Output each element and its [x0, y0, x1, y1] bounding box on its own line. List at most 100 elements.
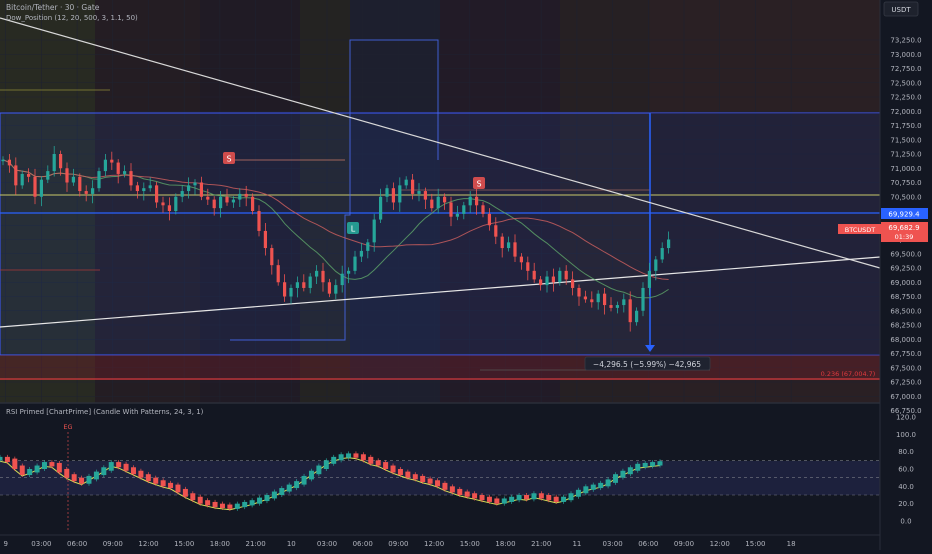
rsi-candle-body	[575, 489, 581, 497]
time-tick-label: 09:00	[674, 540, 694, 548]
rsi-tick-label: 100.0	[896, 431, 916, 439]
price-tick-label: 69,250.0	[890, 265, 921, 273]
rsi-candle-body	[12, 458, 18, 469]
time-tick-label: 15:00	[745, 540, 765, 548]
candle-body	[39, 179, 43, 197]
time-tick-label: 9	[3, 540, 7, 548]
time-tick-label: 12:00	[710, 540, 730, 548]
rsi-candle-body	[19, 465, 25, 476]
long-marker[interactable]: L	[347, 222, 359, 234]
candle-body	[65, 168, 69, 183]
candle-body	[647, 270, 651, 288]
range-box[interactable]	[0, 112, 881, 356]
rsi-candle-body	[168, 482, 174, 489]
symbol-title[interactable]: Bitcoin/Tether · 30 · Gate	[6, 3, 100, 12]
rsi-candle-body	[479, 495, 485, 501]
time-axis-ticks[interactable]: 9 03:00 06:00 09:00 12:00 15:00 18:00 21:00 10 03…	[3, 540, 795, 548]
background-zone	[560, 0, 650, 403]
candle-body	[500, 236, 504, 249]
candle-body	[436, 196, 440, 209]
candle-body	[103, 159, 107, 172]
candle-body	[628, 299, 632, 323]
candle-body	[449, 202, 453, 217]
rsi-candle-body	[101, 467, 107, 476]
rsi-candle-body	[86, 475, 92, 484]
sell-marker-2[interactable]: S	[473, 177, 485, 189]
fib-zone	[0, 355, 880, 378]
candle-body	[257, 211, 261, 231]
time-tick-label: 18:00	[210, 540, 230, 548]
descending-trendline[interactable]	[0, 17, 881, 269]
candle-body	[97, 171, 101, 189]
rsi-candle-body	[516, 495, 522, 501]
candle-body	[532, 270, 536, 280]
rsi-candle-body	[138, 470, 144, 478]
rsi-candle-body	[650, 462, 656, 467]
rsi-candle-body	[79, 477, 85, 484]
candle-body	[481, 205, 485, 214]
rsi-candle-body	[472, 493, 478, 499]
measure-arrow	[645, 345, 655, 352]
dow-step-line[interactable]	[230, 39, 439, 341]
sell-marker[interactable]: S	[223, 152, 235, 164]
rsi-tick-label: 40.0	[898, 483, 914, 491]
time-tick-label: 09:00	[388, 540, 408, 548]
grid	[0, 0, 880, 535]
rsi-candle-body	[219, 503, 225, 508]
candle-body	[180, 191, 184, 197]
candles	[1, 146, 671, 332]
rsi-candle-body	[108, 462, 114, 471]
candle-body	[359, 250, 363, 257]
candle-body	[564, 270, 568, 280]
candle-body	[116, 162, 120, 174]
candle-body	[7, 159, 11, 166]
candle-body	[340, 273, 344, 286]
moving-average-red	[2, 159, 669, 281]
candle-body	[404, 179, 408, 186]
rsi-tick-label: 60.0	[898, 466, 914, 474]
price-tick-label: 67,000.0	[890, 393, 921, 401]
rsi-candle-body	[590, 484, 596, 490]
sell-marker-2-label: S	[476, 180, 481, 189]
candle-body	[545, 276, 549, 286]
candle-body	[391, 188, 395, 203]
measure-label-box[interactable]	[584, 356, 711, 371]
rsi-candle-body	[598, 482, 604, 489]
candle-body	[302, 282, 306, 288]
candle-body	[321, 270, 325, 283]
rsi-candle-body	[308, 470, 314, 480]
rsi-candle-body	[501, 498, 507, 504]
rsi-candle-body	[153, 477, 159, 484]
candle-body	[199, 182, 203, 197]
time-tick-label: 03:00	[31, 540, 51, 548]
candle-body	[590, 299, 594, 303]
currency-button[interactable]	[883, 1, 919, 17]
rsi-candle-body	[116, 462, 122, 468]
time-tick-label: 15:00	[460, 540, 480, 548]
indicator-title[interactable]: Dow_Position (12, 20, 500, 3, 1.1, 50)	[6, 14, 138, 22]
candle-body	[379, 196, 383, 220]
price-tag-text: 69,682.9	[888, 224, 919, 232]
candle-body	[468, 196, 472, 206]
rsi-candle-body	[642, 462, 648, 468]
sell-marker-label: S	[226, 155, 231, 164]
ascending-trendline[interactable]	[0, 256, 881, 328]
rsi-title[interactable]: RSI Primed [ChartPrime] (Candle With Pat…	[6, 408, 204, 416]
level-tag-text: 69,929.4	[888, 211, 920, 219]
rsi-tick-label: 80.0	[898, 448, 914, 456]
candle-body	[615, 305, 619, 308]
price-tick-label: 73,000.0	[890, 51, 921, 59]
candle-body	[353, 256, 357, 271]
candle-body	[193, 182, 197, 186]
candle-body	[225, 196, 229, 203]
price-axis[interactable]	[880, 0, 932, 550]
price-tick-label: 72,750.0	[890, 65, 921, 73]
candle-body	[507, 242, 511, 249]
rsi-candle-body	[390, 465, 396, 473]
candle-body	[430, 199, 434, 209]
price-tick-label: 71,500.0	[890, 136, 921, 144]
time-tick-label: 21:00	[531, 540, 551, 548]
currency-label: USDT	[891, 6, 911, 14]
rsi-candle-body	[561, 496, 567, 502]
